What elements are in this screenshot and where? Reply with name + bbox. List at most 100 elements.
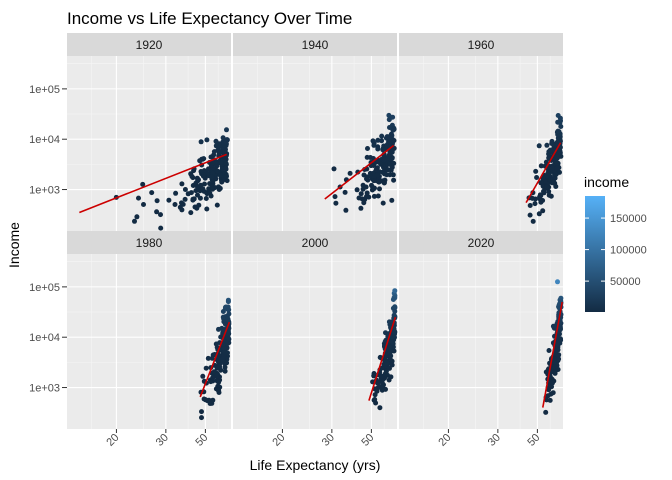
data-point (552, 364, 557, 370)
data-point (364, 174, 370, 180)
data-point (179, 200, 184, 206)
data-point (392, 308, 398, 314)
x-tick-label: 20 (436, 432, 453, 449)
data-point (198, 169, 204, 174)
facet-label: 1960 (468, 38, 495, 52)
data-point (211, 149, 217, 155)
data-point (392, 288, 398, 294)
data-point (550, 390, 556, 396)
data-point (554, 165, 560, 171)
data-point (365, 146, 370, 151)
data-point (533, 168, 539, 174)
data-point (332, 194, 338, 200)
data-point (343, 207, 349, 213)
data-point (215, 357, 221, 363)
data-point (544, 184, 550, 190)
facet-strip (399, 231, 563, 254)
facet-label: 1920 (136, 38, 163, 52)
facet-panel-1920: 1920 (67, 33, 231, 231)
data-point (389, 362, 395, 368)
data-point (173, 190, 179, 196)
data-point (371, 373, 377, 379)
data-point (210, 375, 216, 381)
data-point (202, 181, 207, 187)
x-tick-label: 50 (193, 432, 210, 449)
data-point (547, 397, 553, 403)
data-point (203, 397, 209, 403)
legend-title: income (584, 174, 629, 190)
data-point (220, 309, 226, 314)
data-point (200, 186, 206, 192)
data-point (550, 323, 556, 329)
data-point (221, 345, 227, 351)
chart-title: Income vs Life Expectancy Over Time (67, 9, 352, 28)
data-point (358, 205, 364, 211)
data-point (207, 190, 213, 196)
data-point (201, 172, 207, 178)
fit-line (368, 316, 397, 401)
x-tick-label: 30 (486, 432, 503, 449)
data-point (553, 184, 559, 189)
data-point (216, 379, 222, 385)
facet-panel-1960: 1960 (399, 33, 564, 231)
data-point (554, 154, 560, 160)
data-point (554, 346, 560, 352)
data-point (381, 180, 387, 185)
data-point (209, 400, 215, 406)
data-point (225, 307, 231, 312)
data-point (543, 409, 549, 415)
data-point (196, 177, 201, 183)
data-point (371, 142, 377, 148)
data-point (375, 193, 381, 199)
y-tick-label: 1e+05 (29, 282, 60, 294)
data-point (377, 161, 383, 166)
data-point (213, 138, 219, 144)
data-point (370, 184, 376, 190)
data-point (555, 128, 561, 134)
data-point (387, 172, 393, 178)
data-point (530, 218, 536, 224)
facet-panel-1980: 1980 (67, 231, 232, 429)
x-tick-label: 20 (104, 432, 121, 449)
x-tick-label: 30 (320, 432, 337, 449)
scatter-points (198, 297, 232, 421)
fit-line (199, 321, 231, 398)
data-point (204, 206, 210, 212)
data-point (134, 214, 140, 220)
data-point (201, 156, 207, 162)
data-point (364, 190, 370, 196)
data-point (211, 369, 217, 375)
data-point (385, 167, 391, 173)
data-point (222, 364, 228, 370)
data-point (166, 197, 172, 203)
data-point (182, 187, 188, 192)
data-point (215, 168, 220, 174)
data-point (389, 334, 395, 340)
data-point (194, 184, 200, 190)
data-point (189, 173, 195, 179)
facet-panel-2020: 2020 (399, 231, 564, 429)
data-point (218, 172, 223, 178)
data-point (198, 139, 204, 145)
data-point (374, 172, 380, 178)
panel-background (67, 56, 231, 231)
data-point (190, 197, 196, 203)
data-point (556, 356, 562, 362)
data-point (389, 156, 395, 161)
data-point (375, 137, 381, 143)
data-point (389, 164, 395, 170)
legend-tick-label: 150000 (610, 213, 647, 225)
data-point (532, 201, 538, 207)
data-point (549, 165, 555, 171)
data-point (188, 190, 194, 196)
data-point (188, 210, 194, 216)
data-point (203, 365, 209, 371)
x-tick-label: 20 (270, 432, 287, 449)
data-point (223, 165, 229, 171)
data-point (210, 186, 216, 192)
fit-line (541, 301, 564, 408)
legend-tick-label: 100000 (610, 245, 647, 257)
data-point (534, 175, 540, 180)
data-point (216, 187, 222, 192)
